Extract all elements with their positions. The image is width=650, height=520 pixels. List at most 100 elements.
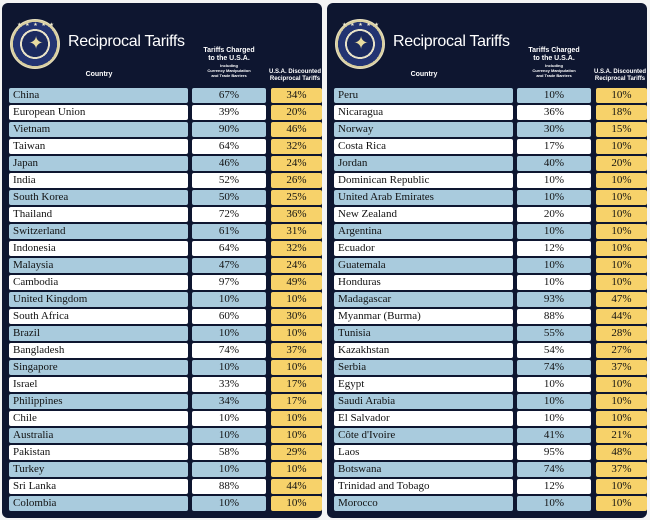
discounted-tariff-cell: 17% [271, 377, 322, 392]
table-row: India 52% 26% [2, 172, 322, 189]
tariff-charged-cell: 67% [192, 88, 266, 103]
table-row: Laos 95% 48% [327, 444, 647, 461]
tariff-charged-cell: 10% [517, 275, 591, 290]
tariff-charged-cell: 47% [192, 258, 266, 273]
country-cell: Indonesia [9, 241, 188, 256]
country-cell: Chile [9, 411, 188, 426]
discounted-tariff-cell: 37% [271, 343, 322, 358]
table-row: Dominican Republic 10% 10% [327, 172, 647, 189]
table-body: China 67% 34% European Union 39% 20% Vietnam 90… [2, 87, 322, 512]
country-cell: Colombia [9, 496, 188, 511]
discounted-tariff-cell: 10% [596, 479, 647, 494]
country-cell: Philippines [9, 394, 188, 409]
discounted-tariff-cell: 44% [271, 479, 322, 494]
tariff-charged-cell: 88% [517, 309, 591, 324]
column-header-discounted-tariffs: U.S.A. Discounted Reciprocal Tariffs [593, 69, 646, 82]
discounted-tariff-cell: 48% [596, 445, 647, 460]
table-row: Sri Lanka 88% 44% [2, 478, 322, 495]
table-row: Singapore 10% 10% [2, 359, 322, 376]
tariff-charged-cell: 10% [192, 496, 266, 511]
country-cell: El Salvador [334, 411, 513, 426]
table-row: South Africa 60% 30% [2, 308, 322, 325]
tariff-charged-cell: 64% [192, 241, 266, 256]
table-row: Myanmar (Burma) 88% 44% [327, 308, 647, 325]
discounted-tariff-cell: 10% [271, 411, 322, 426]
table-row: European Union 39% 20% [2, 104, 322, 121]
discounted-tariff-cell: 10% [596, 88, 647, 103]
tariff-charged-cell: 52% [192, 173, 266, 188]
table-row: Saudi Arabia 10% 10% [327, 393, 647, 410]
tariff-charged-cell: 20% [517, 207, 591, 222]
tariff-charged-cell: 10% [192, 326, 266, 341]
discounted-tariff-cell: 10% [596, 411, 647, 426]
table-row: Australia 10% 10% [2, 427, 322, 444]
tariff-charged-cell: 36% [517, 105, 591, 120]
table-row: Turkey 10% 10% [2, 461, 322, 478]
country-cell: Peru [334, 88, 513, 103]
table-header: ★ ★ ★ ★ ★ ✦ Reciprocal Tariffs Country T… [2, 3, 322, 87]
country-cell: Norway [334, 122, 513, 137]
country-cell: Morocco [334, 496, 513, 511]
table-row: Argentina 10% 10% [327, 223, 647, 240]
tariff-table-right: ★ ★ ★ ★ ★ ✦ Reciprocal Tariffs Country T… [327, 3, 647, 518]
discounted-tariff-cell: 37% [596, 360, 647, 375]
table-row: Philippines 34% 17% [2, 393, 322, 410]
country-cell: Taiwan [9, 139, 188, 154]
table-header: ★ ★ ★ ★ ★ ✦ Reciprocal Tariffs Country T… [327, 3, 647, 87]
country-cell: Serbia [334, 360, 513, 375]
tariff-charged-cell: 10% [517, 411, 591, 426]
country-cell: Australia [9, 428, 188, 443]
tariff-charged-cell: 10% [192, 360, 266, 375]
country-cell: Guatemala [334, 258, 513, 273]
country-cell: Madagascar [334, 292, 513, 307]
table-row: China 67% 34% [2, 87, 322, 104]
tariff-charged-cell: 88% [192, 479, 266, 494]
table-row: Egypt 10% 10% [327, 376, 647, 393]
tariff-table-left: ★ ★ ★ ★ ★ ✦ Reciprocal Tariffs Country T… [2, 3, 322, 518]
discounted-tariff-cell: 10% [596, 190, 647, 205]
discounted-tariff-cell: 26% [271, 173, 322, 188]
table-row: Taiwan 64% 32% [2, 138, 322, 155]
tariff-charged-cell: 93% [517, 292, 591, 307]
table-row: Guatemala 10% 10% [327, 257, 647, 274]
discounted-tariff-cell: 32% [271, 241, 322, 256]
tariff-charged-cell: 33% [192, 377, 266, 392]
country-cell: Israel [9, 377, 188, 392]
discounted-tariff-cell: 28% [596, 326, 647, 341]
discounted-tariff-cell: 10% [596, 258, 647, 273]
table-row: Indonesia 64% 32% [2, 240, 322, 257]
discounted-tariff-cell: 15% [596, 122, 647, 137]
discounted-tariff-cell: 25% [271, 190, 322, 205]
tariff-charged-cell: 74% [517, 462, 591, 477]
country-cell: United Arab Emirates [334, 190, 513, 205]
discounted-tariff-cell: 31% [271, 224, 322, 239]
country-cell: China [9, 88, 188, 103]
country-cell: United Kingdom [9, 292, 188, 307]
discounted-tariff-cell: 44% [596, 309, 647, 324]
tariff-charged-cell: 55% [517, 326, 591, 341]
discounted-tariff-cell: 24% [271, 156, 322, 171]
table-row: Pakistan 58% 29% [2, 444, 322, 461]
discounted-tariff-cell: 20% [271, 105, 322, 120]
tariff-charged-cell: 50% [192, 190, 266, 205]
country-cell: Nicaragua [334, 105, 513, 120]
tariff-charged-cell: 41% [517, 428, 591, 443]
discounted-tariff-cell: 34% [271, 88, 322, 103]
presidential-seal-icon: ★ ★ ★ ★ ★ ✦ [10, 19, 60, 69]
presidential-seal-icon: ★ ★ ★ ★ ★ ✦ [335, 19, 385, 69]
tariff-charged-cell: 40% [517, 156, 591, 171]
table-row: Switzerland 61% 31% [2, 223, 322, 240]
table-row: Tunisia 55% 28% [327, 325, 647, 342]
tariff-charged-cell: 10% [517, 173, 591, 188]
tariff-charged-cell: 12% [517, 241, 591, 256]
discounted-tariff-cell: 10% [596, 394, 647, 409]
country-cell: Botswana [334, 462, 513, 477]
tariff-charged-cell: 10% [192, 462, 266, 477]
discounted-tariff-cell: 36% [271, 207, 322, 222]
country-cell: Vietnam [9, 122, 188, 137]
country-cell: Argentina [334, 224, 513, 239]
table-row: New Zealand 20% 10% [327, 206, 647, 223]
tariff-charged-cell: 60% [192, 309, 266, 324]
tariff-charged-cell: 74% [192, 343, 266, 358]
tariff-charged-cell: 17% [517, 139, 591, 154]
